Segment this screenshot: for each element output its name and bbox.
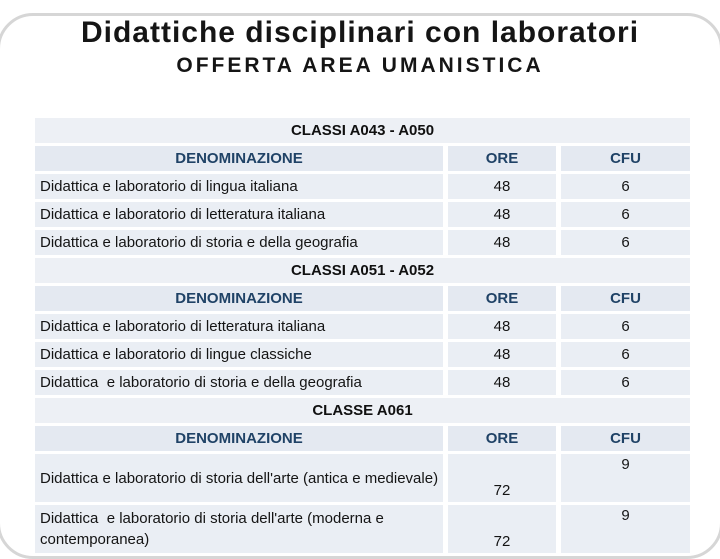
table-row: Didattica e laboratorio di lingue classi… — [35, 342, 691, 367]
section-header: CLASSE A061 — [35, 398, 691, 423]
table-row: Didattica e laboratorio di storia dell'a… — [35, 505, 691, 553]
slide: Didattiche disciplinari con laboratori O… — [0, 13, 720, 559]
column-header-ore: ORE — [448, 286, 556, 311]
cell-denominazione: Didattica e laboratorio di lingue classi… — [35, 342, 443, 367]
column-header-denominazione: DENOMINAZIONE — [35, 146, 443, 171]
cell-cfu: 6 — [561, 174, 691, 199]
cell-denominazione: Didattica e laboratorio di storia dell'a… — [35, 505, 443, 553]
column-header-ore: ORE — [448, 426, 556, 451]
section-header: CLASSI A051 - A052 — [35, 258, 691, 283]
cell-cfu: 6 — [561, 342, 691, 367]
cell-ore: 48 — [448, 314, 556, 339]
offerta-table: CLASSI A043 - A050 DENOMINAZIONE ORE CFU Did… — [30, 115, 695, 556]
table-row: Didattica e laboratorio di letteratura i… — [35, 314, 691, 339]
cell-ore: 48 — [448, 342, 556, 367]
cell-ore: 48 — [448, 202, 556, 227]
column-header-cfu: CFU — [561, 286, 691, 311]
column-header-cfu: CFU — [561, 426, 691, 451]
slide-title: Didattiche disciplinari con laboratori — [80, 16, 640, 49]
cell-denominazione: Didattica e laboratorio di storia e dell… — [35, 230, 443, 255]
cell-ore: 72 — [448, 454, 556, 502]
table-row: Didattica e laboratorio di storia e dell… — [35, 370, 691, 395]
cell-ore: 48 — [448, 174, 556, 199]
cell-denominazione: Didattica e laboratorio di lingua italia… — [35, 174, 443, 199]
slide-subtitle: OFFERTA AREA UMANISTICA — [176, 54, 544, 77]
column-header-denominazione: DENOMINAZIONE — [35, 426, 443, 451]
table-row: Didattica e laboratorio di letteratura i… — [35, 202, 691, 227]
column-header-cfu: CFU — [561, 146, 691, 171]
column-header-ore: ORE — [448, 146, 556, 171]
cell-cfu: 6 — [561, 370, 691, 395]
cell-cfu: 9 — [561, 454, 691, 502]
table-row: Didattica e laboratorio di storia e dell… — [35, 230, 691, 255]
cell-denominazione: Didattica e laboratorio di letteratura i… — [35, 314, 443, 339]
section-header: CLASSI A043 - A050 — [35, 118, 691, 143]
cell-denominazione: Didattica e laboratorio di letteratura i… — [35, 202, 443, 227]
cell-cfu: 6 — [561, 202, 691, 227]
cell-ore: 48 — [448, 370, 556, 395]
cell-ore: 48 — [448, 230, 556, 255]
table-row: Didattica e laboratorio di storia dell'a… — [35, 454, 691, 502]
cell-cfu: 9 — [561, 505, 691, 553]
cell-denominazione: Didattica e laboratorio di storia dell'a… — [35, 454, 443, 502]
table-row: Didattica e laboratorio di lingua italia… — [35, 174, 691, 199]
cell-cfu: 6 — [561, 314, 691, 339]
cell-ore: 72 — [448, 505, 556, 553]
cell-denominazione: Didattica e laboratorio di storia e dell… — [35, 370, 443, 395]
column-header-denominazione: DENOMINAZIONE — [35, 286, 443, 311]
cell-cfu: 6 — [561, 230, 691, 255]
